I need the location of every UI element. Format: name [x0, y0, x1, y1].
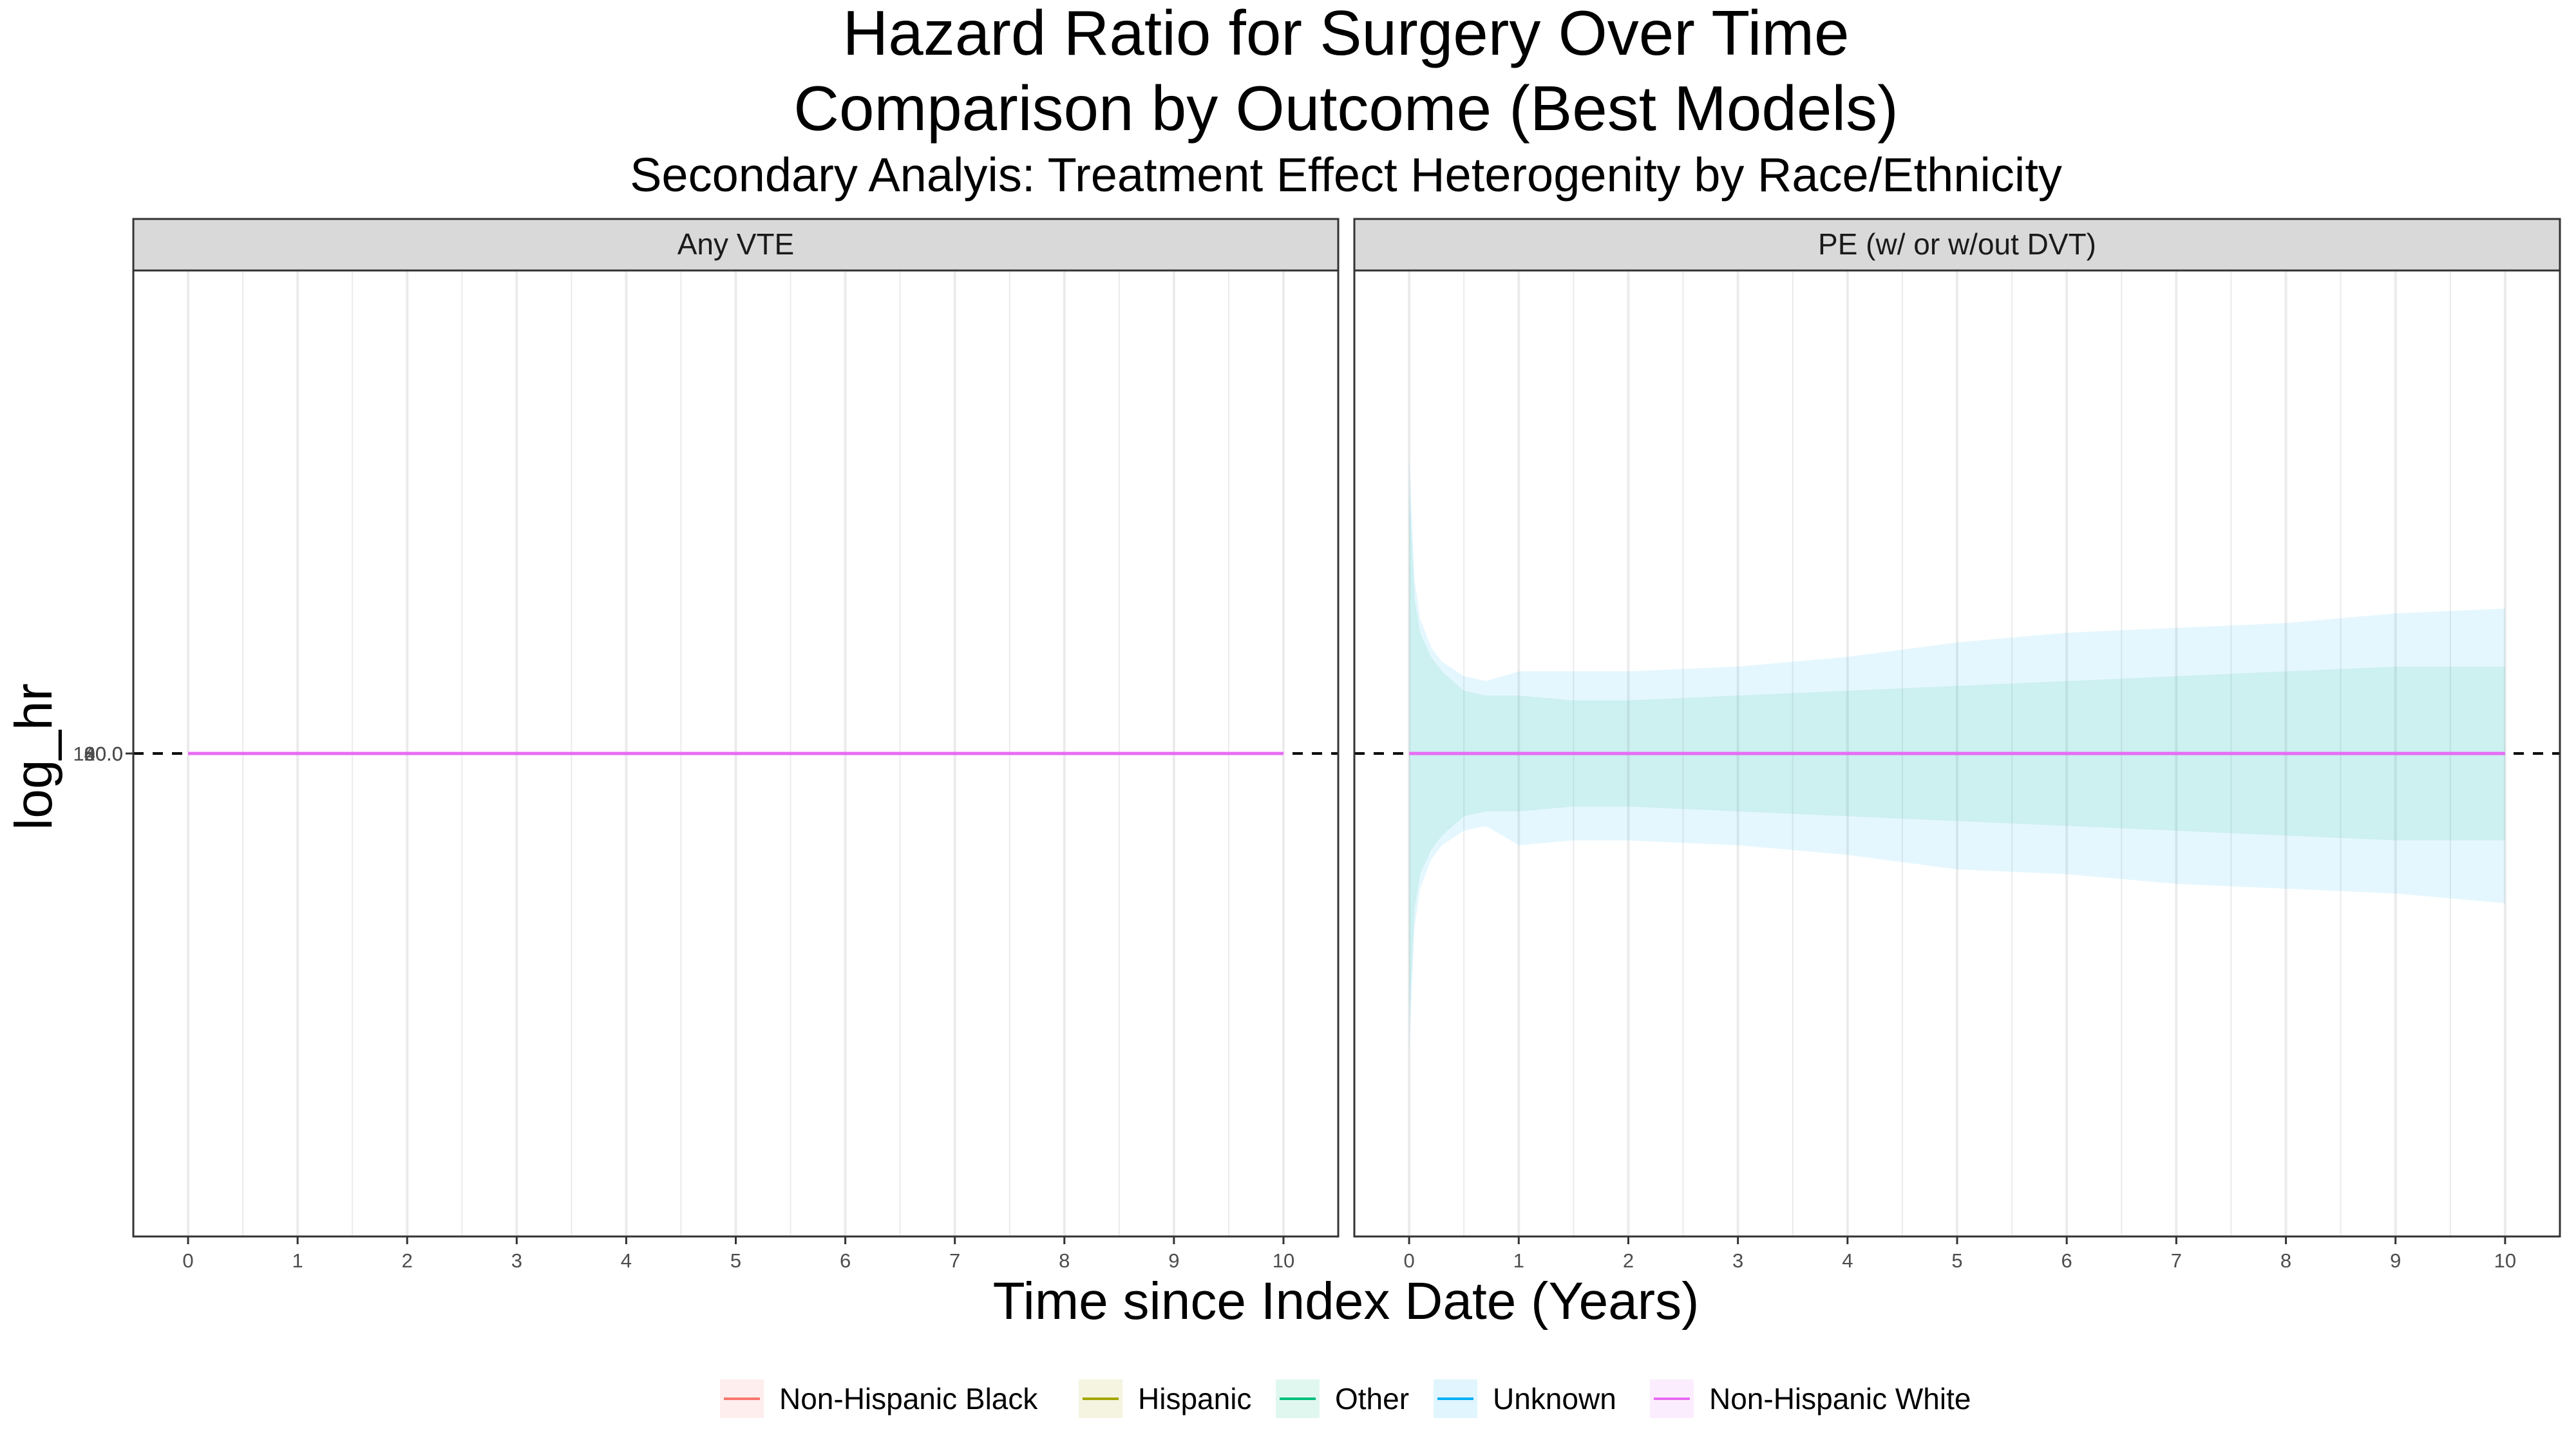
panel-pe: PE (w/ or w/out DVT) 0 1 2 3 4 5 6 7 8 9 10	[1353, 218, 2561, 1272]
y-tick-label: 80.0	[84, 743, 123, 765]
y-tick-label: 40.0	[84, 743, 123, 765]
y-axis-label: log_hr	[5, 683, 63, 830]
y-tick-label: 100.0	[73, 743, 123, 765]
x-tick-label: 1	[292, 1249, 303, 1272]
legend-label: Non-Hispanic Black	[779, 1382, 1038, 1416]
x-tick-label: 0	[1403, 1249, 1414, 1272]
x-tick-label: 3	[1732, 1249, 1743, 1272]
x-tick-label: 4	[621, 1249, 632, 1272]
y-tick-label: 60.0	[84, 743, 123, 765]
chart-subtitle: Secondary Analyis: Treatment Effect Hete…	[630, 148, 2062, 202]
y-tick-label: 20.0	[84, 743, 123, 765]
x-tick-label: 10	[1273, 1249, 1294, 1272]
x-tick-label: 5	[730, 1249, 741, 1272]
facet-strip	[1353, 218, 2561, 272]
chart-title-line2: Comparison by Outcome (Best Models)	[793, 73, 1899, 144]
x-tick-label: 2	[1623, 1249, 1634, 1272]
x-tick-label: 0	[182, 1249, 193, 1272]
x-axis-label: Time since Index Date (Years)	[993, 1272, 1700, 1331]
x-tick-label: 8	[1059, 1249, 1070, 1272]
legend-label: Non-Hispanic White	[1709, 1382, 1971, 1416]
x-tick-label: 1	[1513, 1249, 1524, 1272]
legend-label: Other	[1335, 1382, 1409, 1416]
legend-label: Unknown	[1493, 1382, 1616, 1416]
x-tick-label: 8	[2280, 1249, 2291, 1272]
x-tick-label: 3	[511, 1249, 522, 1272]
x-tick-label: 6	[840, 1249, 851, 1272]
x-tick-label: 5	[1951, 1249, 1962, 1272]
facet-strip-label: Any VTE	[677, 227, 795, 261]
x-tick-label: 7	[949, 1249, 960, 1272]
facet-strip-label: PE (w/ or w/out DVT)	[1818, 227, 2096, 261]
x-tick-label: 10	[2494, 1249, 2516, 1272]
facet-strip	[132, 218, 1340, 272]
legend: Non-Hispanic Black Hispanic Other Unknown No…	[720, 1379, 1971, 1418]
x-tick-label: 7	[2171, 1249, 2182, 1272]
legend-label: Hispanic	[1138, 1382, 1251, 1416]
x-tick-label: 9	[2390, 1249, 2401, 1272]
x-tick-label: 2	[402, 1249, 413, 1272]
x-tick-label: 6	[2061, 1249, 2072, 1272]
x-tick-label: 4	[1842, 1249, 1853, 1272]
chart-title: Hazard Ratio for Surgery Over Time	[842, 0, 1849, 68]
x-tick-label: 9	[1168, 1249, 1179, 1272]
